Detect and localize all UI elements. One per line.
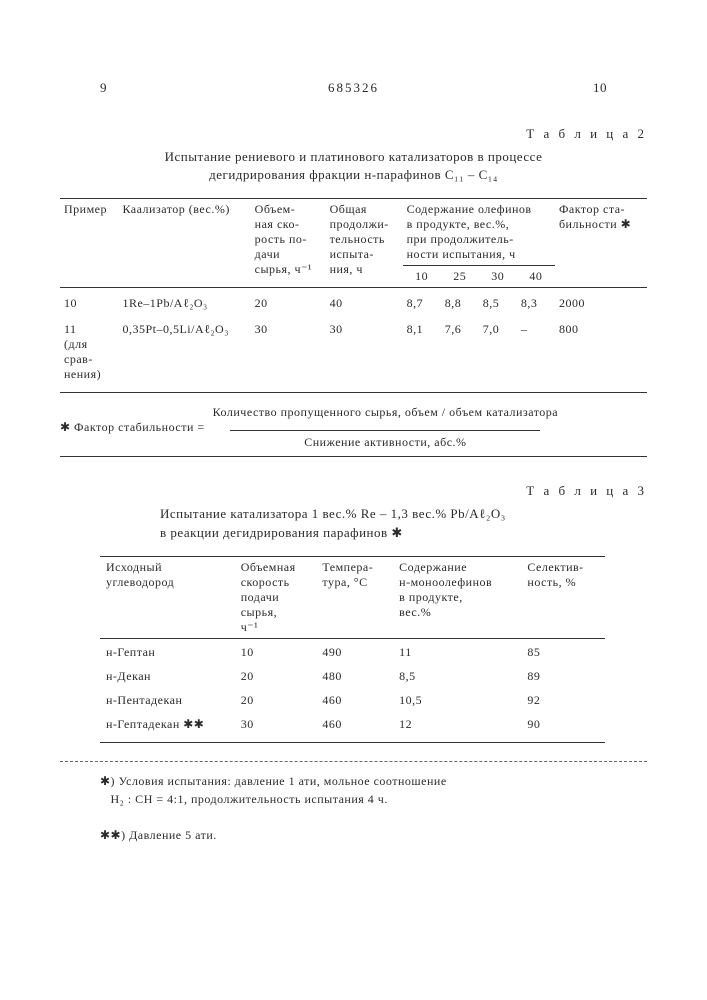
note-2: ✱✱) Давление 5 ати. — [100, 826, 647, 844]
col-duration: Общая продолжи- тельность испыта- ния, ч — [326, 199, 403, 288]
page-right: 10 — [593, 80, 607, 96]
table2-title: Т а б л и ц а 2 — [60, 126, 647, 142]
col-monoolefin: Содержание н-моноолефинов в продукте, ве… — [393, 556, 521, 638]
table3-title: Т а б л и ц а 3 — [60, 483, 647, 499]
col-example: Пример — [60, 199, 118, 288]
doc-number: 685326 — [328, 80, 379, 96]
table-row: 10 1Re–1Pb/Aℓ₂O₃ 20 40 8,7 8,8 8,5 8,3 2… — [60, 288, 647, 315]
table-row: н-Гептадекан ✱✱ 30 460 12 90 — [100, 711, 605, 743]
table-row: н-Гептан 10 490 11 85 — [100, 638, 605, 663]
col-hydrocarbon: Исходный углеводород — [100, 556, 235, 638]
subcol-25: 25 — [441, 266, 479, 288]
col-stability: Фактор ста- бильности ✱ — [555, 199, 647, 288]
subcol-40: 40 — [517, 266, 555, 288]
table-row: н-Декан 20 480 8,5 89 — [100, 663, 605, 687]
page-left: 9 — [100, 80, 107, 96]
subcol-30: 30 — [479, 266, 517, 288]
table2: Пример Каализатор (вес.%) Объем- ная ско… — [60, 198, 647, 393]
col-catalyst: Каализатор (вес.%) — [118, 199, 250, 288]
col-temperature: Темпера- тура, °C — [316, 556, 393, 638]
col-volume-rate: Объемная скорость подачи сырья, ч⁻¹ — [235, 556, 317, 638]
table3-caption: Испытание катализатора 1 вес.% Re – 1,3 … — [160, 505, 647, 541]
table2-footnote: ✱ Фактор стабильности = Количество пропу… — [60, 405, 647, 457]
col-volume-rate: Объем- ная ско- рость по- дачи сырья, ч⁻… — [251, 199, 326, 288]
note-1: ✱) Условия испытания: давление 1 ати, мо… — [100, 772, 647, 808]
table-row: н-Пентадекан 20 460 10,5 92 — [100, 687, 605, 711]
table3: Исходный углеводород Объемная скорость п… — [100, 556, 605, 743]
subcol-10: 10 — [403, 266, 441, 288]
table-row: 11 (для срав- нения) 0,35Pt–0,5Li/Aℓ₂O₃ … — [60, 314, 647, 393]
col-selectivity: Селектив- ность, % — [521, 556, 604, 638]
col-olefin-content: Содержание олефинов в продукте, вес.%, п… — [403, 199, 555, 266]
table2-caption: Испытание рениевого и платинового катали… — [60, 148, 647, 184]
divider — [60, 761, 647, 762]
